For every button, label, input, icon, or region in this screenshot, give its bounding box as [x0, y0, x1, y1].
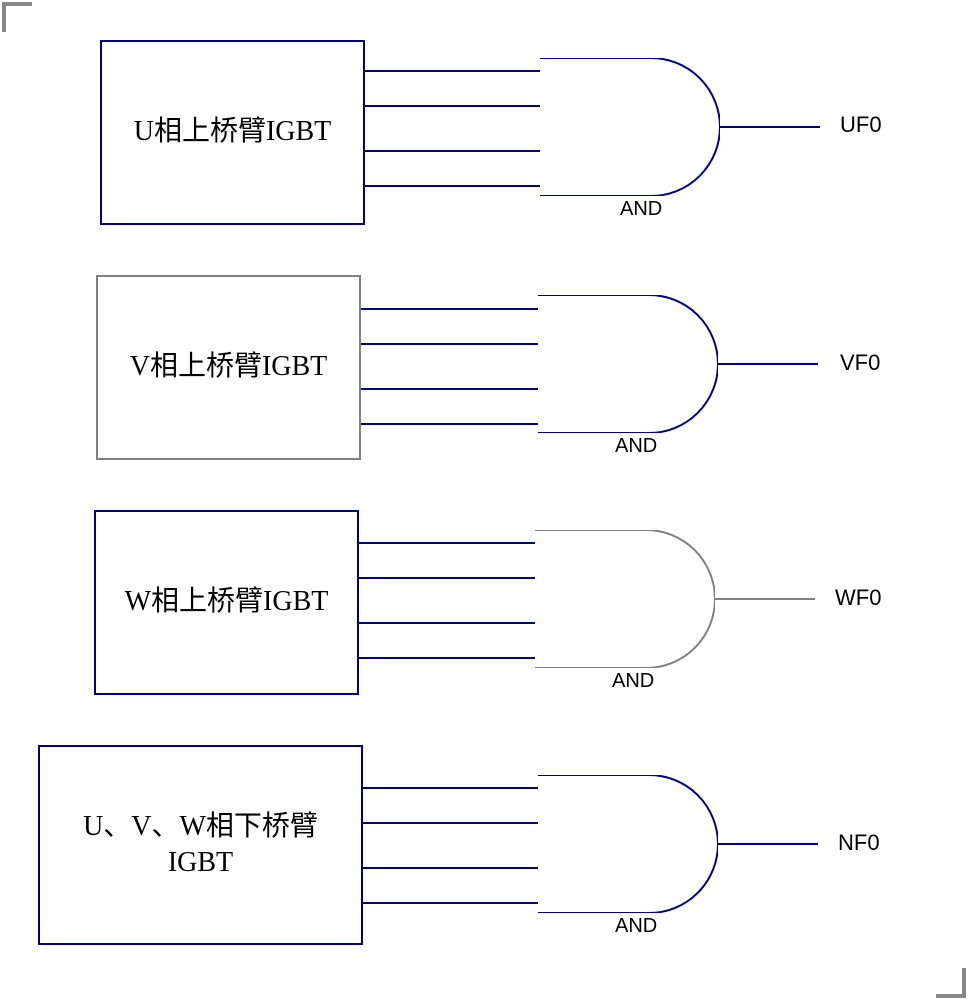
- igbt-box-v-upper: V相上桥臂IGBT: [96, 275, 361, 460]
- input-line: [365, 105, 540, 107]
- input-line: [359, 657, 535, 659]
- and-gate-label: AND: [615, 435, 657, 458]
- corner-bracket-br: [936, 968, 966, 998]
- input-line: [361, 388, 538, 390]
- igbt-box-uvw-lower: U、V、W相下桥臂 IGBT: [38, 745, 363, 945]
- input-line: [361, 343, 538, 345]
- input-line: [361, 308, 538, 310]
- output-label-w: WF0: [835, 585, 881, 611]
- output-line-n: [718, 843, 818, 845]
- output-label-n: NF0: [838, 830, 880, 856]
- igbt-box-text: V相上桥臂IGBT: [130, 349, 328, 385]
- and-gate-label: AND: [612, 670, 654, 693]
- and-gate-v: [538, 295, 718, 433]
- input-line: [363, 902, 538, 904]
- input-line: [363, 822, 538, 824]
- output-label-u: UF0: [840, 112, 882, 138]
- input-line: [359, 622, 535, 624]
- input-line: [365, 185, 540, 187]
- and-gate-label: AND: [615, 915, 657, 938]
- output-label-v: VF0: [840, 350, 880, 376]
- and-gate-w: [535, 530, 715, 668]
- input-line: [361, 423, 538, 425]
- and-gate-u: [540, 58, 720, 196]
- input-line: [363, 787, 538, 789]
- input-line: [365, 70, 540, 72]
- output-line-v: [718, 363, 818, 365]
- and-gate-label: AND: [620, 198, 662, 221]
- igbt-box-text: U相上桥臂IGBT: [134, 114, 332, 150]
- output-line-u: [720, 126, 820, 128]
- input-line: [359, 577, 535, 579]
- input-line: [363, 867, 538, 869]
- igbt-box-w-upper: W相上桥臂IGBT: [94, 510, 359, 695]
- and-gate-n: [538, 775, 718, 913]
- input-line: [365, 150, 540, 152]
- igbt-box-text: W相上桥臂IGBT: [125, 584, 329, 620]
- output-line-w: [715, 598, 815, 600]
- input-line: [359, 542, 535, 544]
- igbt-box-text: U、V、W相下桥臂 IGBT: [83, 809, 318, 882]
- corner-bracket-tl: [2, 2, 32, 32]
- igbt-box-u-upper: U相上桥臂IGBT: [100, 40, 365, 225]
